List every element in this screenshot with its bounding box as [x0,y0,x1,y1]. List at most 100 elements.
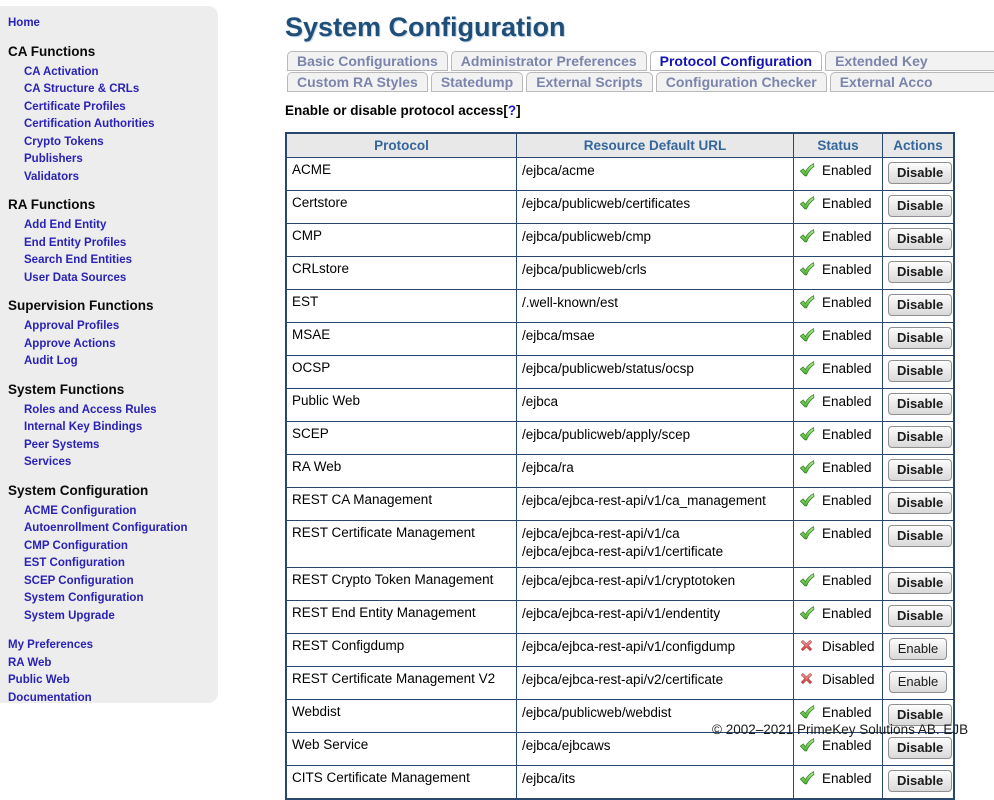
url-cell: /ejbca/publicweb/webdist [516,699,794,733]
status-indicator: Disabled [799,638,875,654]
disable-button[interactable]: Disable [888,393,953,415]
disable-button[interactable]: Disable [888,737,953,759]
url-cell: /ejbca/publicweb/cmp [516,223,794,257]
actions-cell: Disable [882,520,955,568]
tab-protocol-configuration[interactable]: Protocol Configuration [649,51,823,71]
sidebar-item-ra-web[interactable]: RA Web [8,656,52,669]
status-indicator: Enabled [799,770,872,786]
disable-button[interactable]: Disable [888,327,953,349]
disable-button[interactable]: Disable [888,360,953,382]
disable-button[interactable]: Disable [888,492,953,514]
sidebar-item-audit-log[interactable]: Audit Log [24,355,78,367]
protocol-cell: REST Configdump [285,633,517,667]
sidebar-item-system-upgrade[interactable]: System Upgrade [24,609,115,622]
tab-configuration-checker[interactable]: Configuration Checker [655,72,827,92]
protocol-row-msae: MSAE/ejbca/msae Enabled Disable [285,322,955,356]
url-line: /ejbca/ejbca-rest-api/v1/endentity [522,606,721,621]
sidebar-item-system-configuration[interactable]: System Configuration [24,592,144,604]
actions-cell: Disable [882,732,955,766]
status-cell: Enabled [793,765,883,800]
table-header-row: Protocol Resource Default URL Status Act… [285,132,955,158]
sidebar-item-scep-configuration[interactable]: SCEP Configuration [24,574,134,587]
sidebar-item-approval-profiles[interactable]: Approval Profiles [24,320,120,332]
disable-button[interactable]: Disable [888,605,953,627]
tab-administrator-preferences[interactable]: Administrator Preferences [450,51,647,71]
disable-button[interactable]: Disable [888,704,953,726]
disable-button[interactable]: Disable [888,459,953,481]
column-header-url: Resource Default URL [516,132,794,158]
protocol-table: Protocol Resource Default URL Status Act… [285,132,955,800]
url-cell: /ejbca/ra [516,454,794,488]
sidebar-item-autoenrollment-configuration[interactable]: Autoenrollment Configuration [24,522,188,534]
status-enabled-check-icon [799,426,815,442]
disable-button[interactable]: Disable [888,426,953,448]
sidebar-item-crypto-tokens[interactable]: Crypto Tokens [24,135,104,148]
status-indicator: Enabled [799,426,872,442]
tab-extended-key[interactable]: Extended Key [825,51,994,71]
status-cell: Enabled [793,289,883,323]
protocol-cell: REST Certificate Management V2 [285,666,517,700]
sidebar-item-certification-authorities[interactable]: Certification Authorities [24,118,155,130]
sidebar-item-home[interactable]: Home [8,17,40,29]
status-cell: Enabled [793,190,883,224]
disable-button[interactable]: Disable [888,770,953,792]
disable-button[interactable]: Disable [888,195,953,217]
tab-external-scripts[interactable]: External Scripts [526,72,653,92]
sidebar-section-title-system-configuration: System Configuration [8,482,149,498]
enable-button[interactable]: Enable [888,638,948,660]
sidebar-item-user-data-sources[interactable]: User Data Sources [24,271,127,284]
url-line: /ejbca/ejbca-rest-api/v2/certificate [522,672,724,687]
enable-button[interactable]: Enable [888,671,948,693]
sidebar-item-est-configuration[interactable]: EST Configuration [24,557,125,569]
sidebar-item-roles-and-access-rules[interactable]: Roles and Access Rules [24,403,157,416]
status-enabled-check-icon [799,605,815,621]
tab-basic-configurations[interactable]: Basic Configurations [287,51,448,71]
sidebar-item-services[interactable]: Services [24,456,72,468]
disable-button[interactable]: Disable [888,294,953,316]
status-enabled-check-icon [799,195,815,211]
protocol-row-webdist: Webdist/ejbca/publicweb/webdist Enabled Di… [285,699,955,733]
sidebar-item-end-entity-profiles[interactable]: End Entity Profiles [24,236,127,249]
status-label: Enabled [822,770,872,786]
sidebar-item-certificate-profiles[interactable]: Certificate Profiles [24,100,126,113]
sidebar-item-ca-structure-crls[interactable]: CA Structure & CRLs [24,83,140,95]
sidebar-item-public-web[interactable]: Public Web [8,674,70,686]
status-indicator: Enabled [799,327,872,343]
status-label: Enabled [822,605,872,621]
sidebar-item-ca-activation[interactable]: CA Activation [24,65,99,78]
disable-button[interactable]: Disable [888,572,953,594]
disable-button[interactable]: Disable [888,162,953,184]
tab-external-acco[interactable]: External Acco [829,72,994,92]
protocol-row-rest-configdump: REST Configdump/ejbca/ejbca-rest-api/v1/… [285,633,955,667]
sidebar-item-add-end-entity[interactable]: Add End Entity [24,219,107,231]
sidebar-item-validators[interactable]: Validators [24,170,79,183]
sidebar-item-peer-systems[interactable]: Peer Systems [24,438,100,451]
url-cell: /ejbca/publicweb/status/ocsp [516,355,794,389]
protocol-row-ocsp: OCSP/ejbca/publicweb/status/ocsp Enabled D… [285,355,955,389]
status-indicator: Enabled [799,737,872,753]
status-cell: Enabled [793,157,883,191]
sidebar-item-publishers[interactable]: Publishers [24,153,83,165]
status-indicator: Enabled [799,492,872,508]
sidebar-item-internal-key-bindings[interactable]: Internal Key Bindings [24,421,143,433]
tab-custom-ra-styles[interactable]: Custom RA Styles [287,72,428,92]
disable-button[interactable]: Disable [888,228,953,250]
tab-statedump[interactable]: Statedump [430,72,524,92]
protocol-row-est: EST /.well-known/est Enabled Disable [285,289,955,323]
protocol-table-body: ACME/ejbca/acme Enabled Disable Certstore/e… [285,157,955,800]
sidebar-item-documentation[interactable]: Documentation [8,691,92,704]
sidebar-item-approve-actions[interactable]: Approve Actions [24,337,116,350]
status-cell: Enabled [793,600,883,634]
help-question-link[interactable]: ? [507,103,517,118]
sidebar-item-acme-configuration[interactable]: ACME Configuration [24,504,137,517]
disable-button[interactable]: Disable [888,525,953,547]
url-line: /ejbca/ejbca-rest-api/v1/certificate [522,544,724,559]
status-label: Enabled [822,459,872,475]
disable-button[interactable]: Disable [888,261,953,283]
status-enabled-check-icon [799,459,815,475]
actions-cell: Disable [882,765,955,800]
actions-cell: Disable [882,289,955,323]
sidebar-item-my-preferences[interactable]: My Preferences [8,639,94,651]
sidebar-item-cmp-configuration[interactable]: CMP Configuration [24,539,128,552]
sidebar-item-search-end-entities[interactable]: Search End Entities [24,254,133,266]
